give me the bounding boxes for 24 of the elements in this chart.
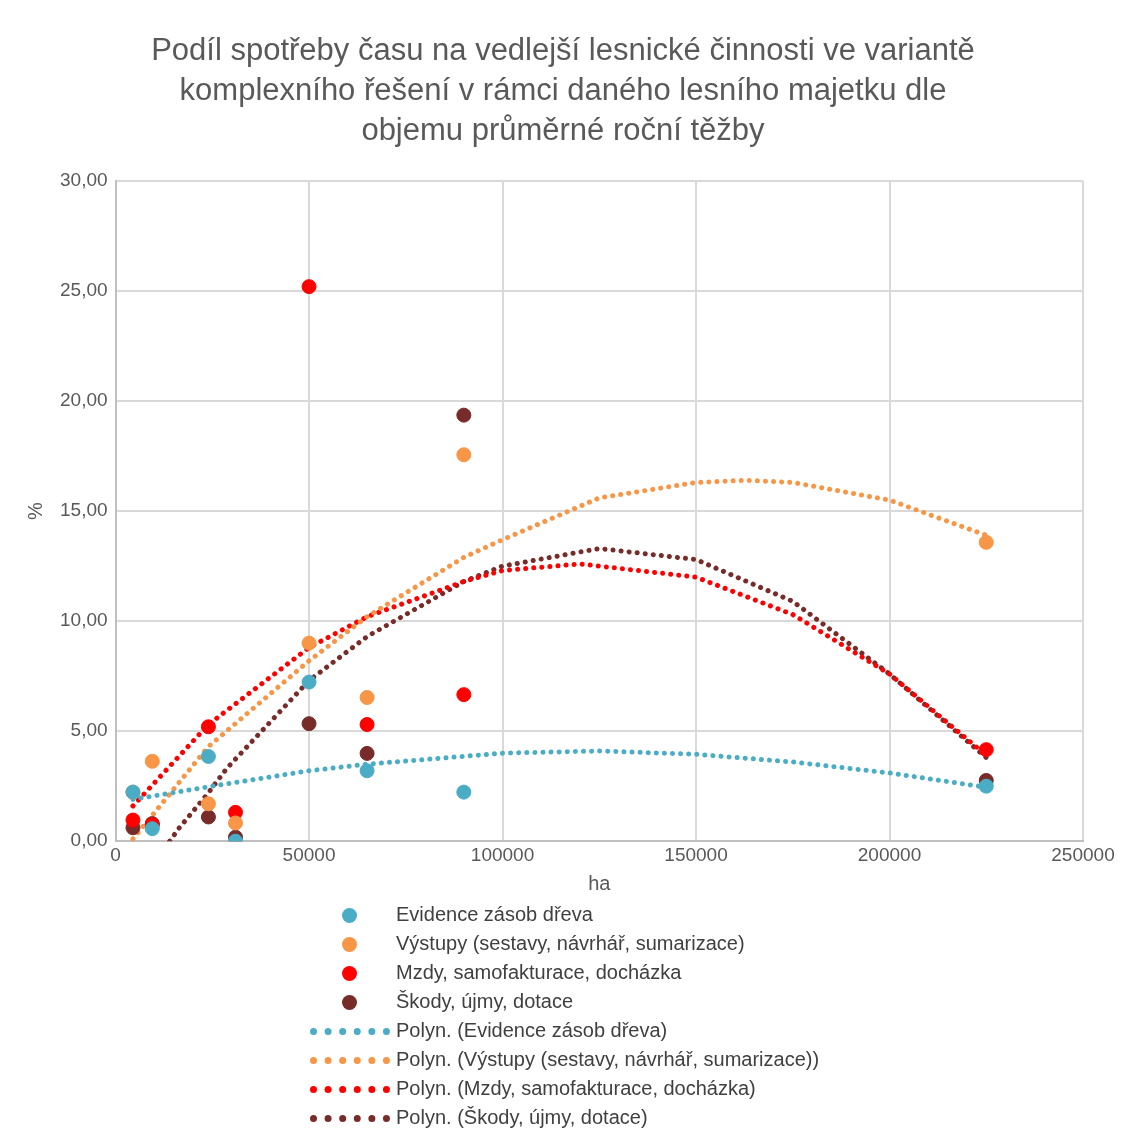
y-tick-label: 15,00 bbox=[60, 499, 108, 521]
x-tick-label: 0 bbox=[110, 843, 121, 865]
y-tick-label: 10,00 bbox=[60, 609, 108, 631]
x-tick-label: 200000 bbox=[857, 843, 922, 865]
y-tick-label: 0,00 bbox=[70, 829, 108, 851]
legend-label: Polyn. (Evidence zásob dřeva) bbox=[396, 1019, 668, 1042]
y-tick-label: 30,00 bbox=[60, 169, 108, 191]
legend-label: Škody, újmy, dotace bbox=[396, 990, 574, 1013]
y-tick-label: 20,00 bbox=[60, 389, 108, 411]
legend-label: Polyn. (Škody, újmy, dotace) bbox=[396, 1106, 648, 1129]
x-tick-label: 250000 bbox=[1051, 843, 1115, 865]
y-axis-title: % bbox=[23, 502, 46, 520]
legend-label: Výstupy (sestavy, návrhář, sumarizace) bbox=[396, 932, 745, 955]
legend-label: Polyn. (Výstupy (sestavy, návrhář, sumarizace)) bbox=[396, 1048, 820, 1071]
y-tick-label: 5,00 bbox=[70, 719, 108, 741]
x-tick-label: 150000 bbox=[664, 843, 728, 865]
y-tick-label: 25,00 bbox=[60, 279, 108, 301]
legend-label: Evidence zásob dřeva bbox=[396, 903, 593, 926]
legend-label: Mzdy, samofakturace, docházka bbox=[396, 961, 682, 984]
x-axis-title: ha bbox=[588, 871, 612, 894]
chart-title: Podíl spotřeby času na vedlejší lesnické činnosti ve variantě komplexního řešení v rámci daného lesního majetku dle objemu průměrné roční těžby bbox=[150, 31, 976, 149]
x-tick-label: 50000 bbox=[282, 843, 336, 865]
x-tick-label: 100000 bbox=[470, 843, 535, 865]
legend-label: Polyn. (Mzdy, samofakturace, docházka) bbox=[396, 1077, 756, 1100]
